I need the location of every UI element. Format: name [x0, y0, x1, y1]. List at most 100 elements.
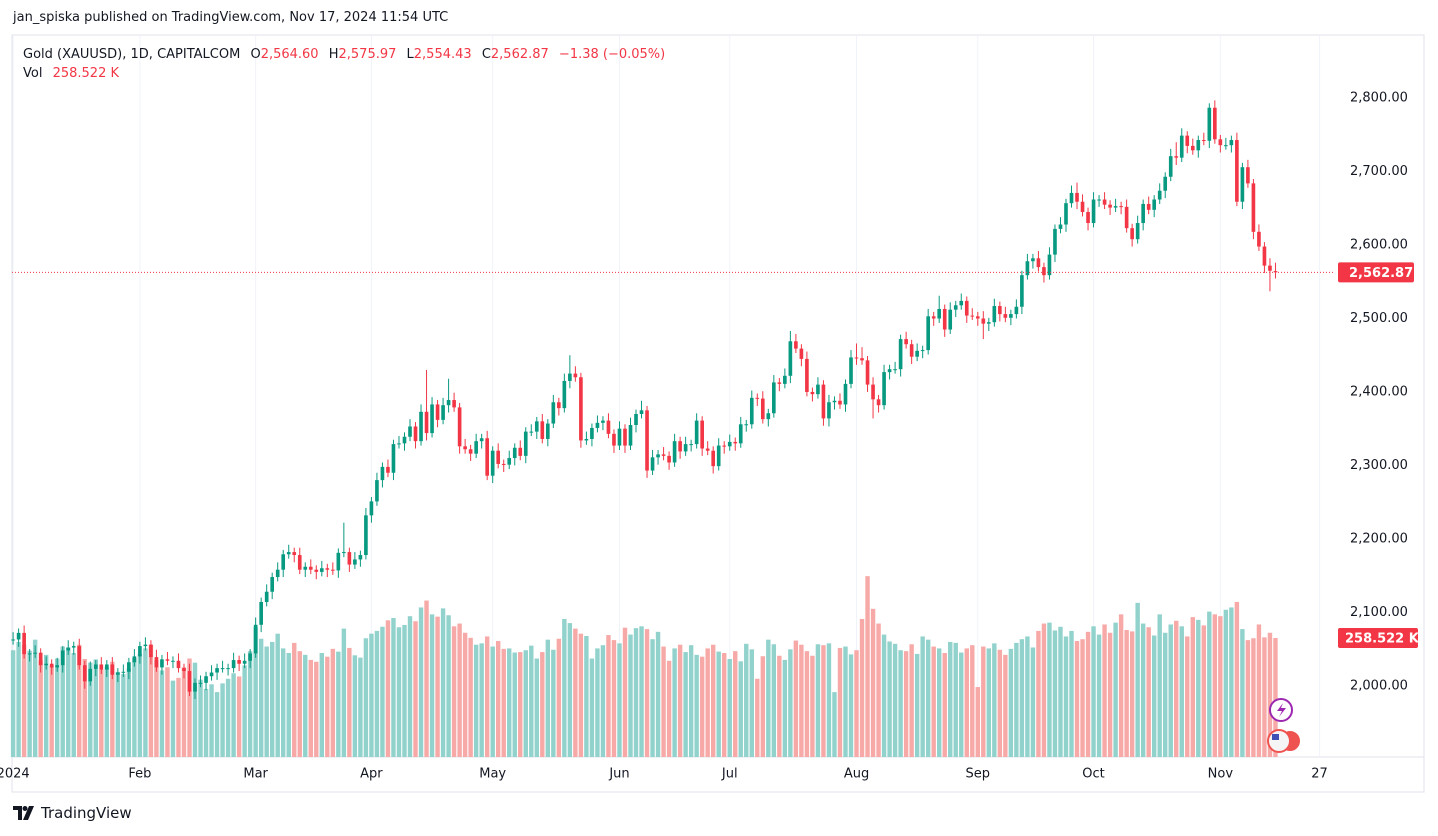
candle-body: [474, 441, 478, 454]
x-tick-label: Oct: [1082, 767, 1104, 782]
candle-body: [253, 624, 258, 654]
volume-bar: [104, 666, 110, 757]
candle-body: [1196, 140, 1201, 151]
candle-body: [534, 421, 539, 432]
volume-bar: [865, 576, 870, 757]
candle-body: [915, 350, 919, 357]
candle-body: [545, 423, 550, 439]
volume-bar: [374, 630, 380, 757]
volume-bar: [1052, 630, 1058, 757]
symbol: Gold (XAUUSD), 1D, CAPITALCOM: [23, 47, 241, 62]
volume-bar: [457, 623, 462, 757]
candle-body: [738, 424, 743, 444]
volume-bar: [468, 637, 473, 757]
volume-bar: [231, 673, 236, 757]
candle-body: [953, 305, 958, 310]
volume-bar: [203, 688, 209, 757]
volume-legend: Vol 258.522 K: [23, 64, 665, 83]
volume-bar: [1047, 622, 1052, 757]
y-tick-label: 2,400.00: [1350, 384, 1408, 399]
candle-body: [77, 646, 82, 666]
volume-bar: [336, 651, 341, 757]
volume-bar: [143, 648, 148, 757]
candle-body: [1218, 139, 1223, 146]
volume-bar: [1201, 625, 1207, 757]
volume-name: Vol: [23, 66, 43, 81]
publisher-line: jan_spiska published on TradingView.com,…: [13, 10, 449, 25]
candle-body: [860, 358, 864, 361]
volume-bar: [115, 671, 121, 757]
ohlc-value: 2,575.97: [338, 47, 397, 62]
volume-bar: [159, 670, 165, 757]
volume-bar: [1151, 635, 1157, 757]
candle-body: [937, 308, 942, 319]
candle-body: [805, 358, 809, 392]
volume-bar: [440, 608, 446, 757]
candle-body: [104, 664, 109, 670]
candle-body: [1113, 206, 1118, 208]
candle-body: [1042, 267, 1046, 276]
flag-icon[interactable]: [1267, 729, 1291, 753]
candle-body: [617, 428, 622, 446]
volume-bar: [925, 639, 931, 757]
volume-bar: [187, 658, 192, 757]
candle-body: [303, 566, 308, 570]
candle-body: [501, 463, 506, 465]
volume-bar: [870, 608, 876, 757]
candle-body: [705, 448, 710, 451]
volume-bar: [435, 616, 440, 757]
volume-bar: [424, 600, 429, 757]
candle-body: [595, 422, 600, 428]
volume-bar: [126, 668, 132, 757]
volume-bar: [710, 644, 716, 757]
volume-bar: [898, 650, 903, 757]
volume-bar: [942, 653, 947, 757]
volume-bar: [584, 635, 589, 757]
candle-body: [1069, 192, 1074, 204]
candle-body: [998, 306, 1002, 315]
candle-body: [871, 384, 875, 400]
candle-body: [507, 458, 512, 465]
volume-bar: [292, 642, 297, 757]
candle-body: [628, 425, 633, 446]
volume-bar: [815, 644, 821, 757]
volume-bar: [677, 644, 683, 757]
candle-body: [1273, 271, 1278, 273]
volume-bar: [77, 644, 82, 757]
candle-body: [1025, 261, 1030, 276]
candle-body: [557, 402, 561, 409]
candle-body: [386, 466, 390, 473]
volume-bar: [1036, 630, 1041, 757]
volume-bar: [1251, 638, 1256, 757]
candle-body: [551, 402, 556, 424]
volume-bar: [247, 651, 253, 757]
candle-body: [1213, 107, 1217, 140]
candle-body: [986, 322, 991, 324]
x-tick-label: Apr: [360, 767, 383, 782]
candle-body: [1224, 145, 1228, 147]
candle-body: [204, 676, 208, 683]
candle-body: [485, 438, 489, 476]
x-tick-label: Jun: [608, 767, 629, 782]
candle-body: [843, 383, 848, 405]
candle-body: [38, 652, 43, 666]
candle-body: [375, 480, 379, 502]
candle-body: [132, 656, 137, 663]
candle-body: [788, 341, 793, 376]
last-price-box: [1338, 262, 1414, 283]
candle-body: [452, 400, 456, 408]
candles: [11, 100, 1335, 699]
candle-body: [237, 660, 241, 664]
volume-bar: [1102, 624, 1107, 757]
volume-bar: [1168, 624, 1173, 757]
volume-bar: [644, 629, 650, 757]
candle-body: [893, 369, 897, 371]
volume-bar: [788, 649, 793, 757]
candle-body: [634, 413, 638, 426]
volume-bar: [551, 649, 556, 757]
candle-body: [1135, 223, 1140, 240]
candle-body: [82, 665, 87, 682]
candle-body: [209, 672, 214, 677]
volume-bar: [887, 641, 892, 757]
volume-bar: [606, 635, 611, 757]
